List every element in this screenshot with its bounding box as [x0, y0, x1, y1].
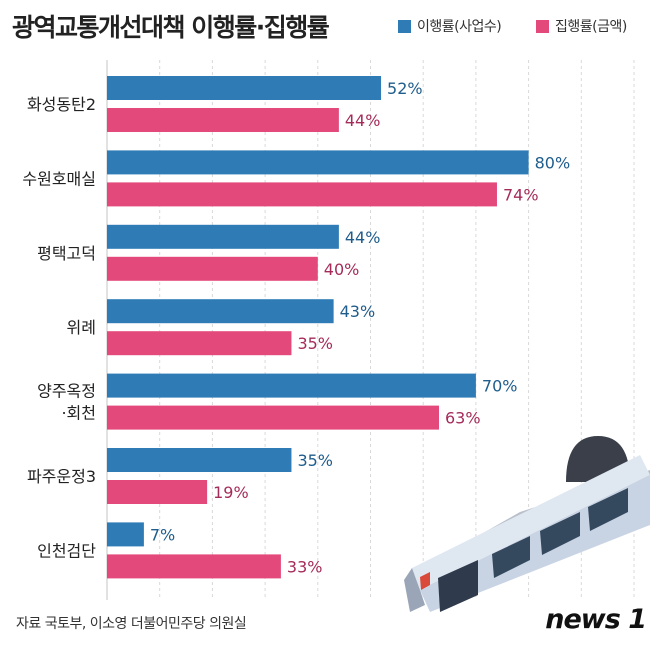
train-door	[438, 560, 478, 612]
bar-series-2	[107, 554, 281, 579]
category-label: 인천검단	[37, 541, 96, 560]
bar-series-1	[107, 448, 292, 472]
bar-series-2	[107, 256, 318, 281]
bar-series-2	[107, 182, 497, 207]
category-label: 양주옥정	[37, 382, 96, 401]
bar-series-1	[107, 299, 334, 324]
value-label-series-1: 52%	[387, 79, 423, 98]
train-illustration	[404, 436, 650, 612]
news1-logo: news 1	[545, 604, 647, 635]
train-window	[588, 488, 628, 531]
train-window	[540, 512, 580, 555]
legend-swatch-series-2	[536, 19, 549, 33]
category-label: 위례	[67, 318, 96, 337]
bar-series-1	[107, 224, 339, 249]
value-label-series-1: 80%	[535, 153, 571, 172]
bar-series-2	[107, 405, 440, 430]
train-headlight	[420, 572, 430, 590]
bar-series-2	[107, 108, 339, 132]
legend-item-series-2: 집행률(금액)	[536, 16, 627, 36]
value-label-series-1: 43%	[340, 302, 376, 321]
category-label: ·회천	[61, 404, 96, 423]
train-roof	[412, 455, 650, 590]
category-label: 파주운정3	[27, 467, 96, 486]
bar-series-1	[107, 522, 144, 547]
chart-title: 광역교통개선대책 이행률·집행률	[12, 13, 330, 42]
value-labels: 52% 44% 80% 74% 44% 40% 43% 35% 70%63% 35% 19% 7% 33…	[150, 79, 570, 576]
value-label-series-2: 44%	[345, 111, 381, 130]
value-label-series-1: 7%	[150, 525, 175, 544]
category-label: 화성동탄2	[27, 95, 96, 114]
source-note: 자료 국토부, 이소영 더불어민주당 의원실	[16, 616, 247, 632]
bars	[107, 76, 529, 579]
value-label-series-2: 35%	[297, 334, 333, 353]
bar-series-2	[107, 480, 208, 504]
value-label-series-2: 74%	[503, 185, 539, 204]
category-label: 평택고덕	[37, 244, 96, 263]
legend-label-series-1: 이행률(사업수)	[417, 19, 502, 35]
category-label: 수원호매실	[22, 169, 96, 188]
value-label-series-2: 40%	[324, 260, 360, 279]
value-label-series-2: 33%	[287, 557, 323, 576]
train-window	[492, 536, 530, 578]
value-label-series-2: 19%	[213, 483, 249, 502]
value-label-series-1: 44%	[345, 228, 381, 247]
bar-series-2	[107, 331, 292, 356]
legend-item-series-1: 이행률(사업수)	[398, 16, 502, 36]
value-label-series-2: 63%	[445, 409, 481, 428]
value-label-series-1: 35%	[297, 451, 333, 470]
train-front	[404, 568, 425, 612]
legend-label-series-2: 집행률(금액)	[555, 19, 627, 35]
bar-series-1	[107, 76, 382, 100]
value-label-series-1: 70%	[482, 377, 518, 396]
bar-series-1	[107, 150, 529, 175]
gridlines	[106, 60, 635, 600]
legend-swatch-series-1	[398, 19, 411, 33]
bar-series-1	[107, 373, 476, 398]
